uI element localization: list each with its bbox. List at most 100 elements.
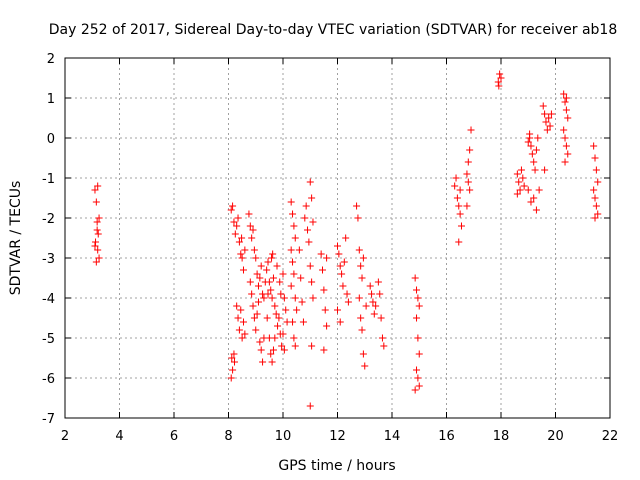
- data-point: [293, 306, 301, 314]
- data-point: [562, 142, 570, 150]
- grid-lines: [65, 58, 610, 418]
- data-point: [308, 342, 316, 350]
- data-point: [305, 238, 313, 246]
- data-point: [530, 194, 538, 202]
- x-tick-label: 4: [115, 429, 123, 444]
- data-point: [233, 302, 241, 310]
- data-point: [590, 186, 598, 194]
- data-point: [227, 374, 235, 382]
- data-point: [254, 298, 262, 306]
- data-point: [275, 314, 283, 322]
- data-point: [279, 330, 287, 338]
- data-point: [92, 258, 100, 266]
- y-tick-label: 1: [47, 92, 55, 107]
- data-point: [541, 166, 549, 174]
- data-point: [278, 342, 286, 350]
- data-point: [280, 346, 288, 354]
- data-point: [250, 246, 258, 254]
- data-point: [254, 282, 262, 290]
- data-point: [541, 110, 549, 118]
- y-tick-label: -5: [42, 332, 55, 347]
- data-point: [357, 314, 365, 322]
- x-tick-label: 20: [547, 429, 564, 444]
- data-point: [265, 278, 273, 286]
- data-point: [336, 262, 344, 270]
- y-tick-label: -2: [42, 212, 55, 227]
- data-point: [377, 314, 385, 322]
- data-point: [353, 202, 361, 210]
- data-point: [561, 158, 569, 166]
- y-tick-label: -3: [42, 252, 55, 267]
- data-point: [297, 274, 305, 282]
- data-point: [466, 146, 474, 154]
- data-point: [239, 318, 247, 326]
- data-point: [464, 178, 472, 186]
- data-point: [272, 310, 280, 318]
- data-point: [543, 126, 551, 134]
- data-point: [249, 226, 257, 234]
- data-point: [592, 166, 600, 174]
- data-point: [413, 314, 421, 322]
- data-point: [320, 286, 328, 294]
- data-point: [495, 82, 503, 90]
- data-point: [279, 270, 287, 278]
- x-tick-label: 14: [384, 429, 401, 444]
- data-point: [562, 106, 570, 114]
- data-point: [369, 298, 377, 306]
- data-point: [532, 146, 540, 154]
- data-point: [358, 326, 366, 334]
- data-point: [463, 170, 471, 178]
- data-point: [237, 250, 245, 258]
- data-point: [376, 290, 384, 298]
- data-point: [271, 302, 279, 310]
- data-point: [248, 290, 256, 298]
- data-point: [235, 238, 243, 246]
- data-point: [257, 346, 265, 354]
- data-point: [273, 262, 281, 270]
- data-point: [359, 254, 367, 262]
- data-point: [308, 278, 316, 286]
- data-point: [264, 258, 272, 266]
- data-point: [340, 258, 348, 266]
- data-point: [414, 334, 422, 342]
- data-point: [361, 362, 369, 370]
- data-point: [413, 366, 421, 374]
- data-point: [591, 214, 599, 222]
- data-point: [287, 198, 295, 206]
- data-point: [374, 278, 382, 286]
- y-tick-label: -7: [42, 412, 55, 427]
- data-point: [295, 246, 303, 254]
- data-point: [228, 354, 236, 362]
- data-point: [256, 274, 264, 282]
- data-point: [277, 290, 285, 298]
- chart-title: Day 252 of 2017, Sidereal Day-to-day VTE…: [49, 22, 618, 38]
- x-tick-label: 18: [493, 429, 510, 444]
- data-point: [298, 298, 306, 306]
- data-point: [515, 178, 523, 186]
- data-point: [546, 122, 554, 130]
- data-point: [592, 202, 600, 210]
- data-point: [526, 130, 534, 138]
- data-point: [467, 126, 475, 134]
- data-point: [358, 274, 366, 282]
- data-point: [248, 234, 256, 242]
- y-tick-label: -1: [42, 172, 55, 187]
- data-point: [545, 114, 553, 122]
- data-point: [241, 330, 249, 338]
- data-point: [246, 222, 254, 230]
- data-point: [309, 218, 317, 226]
- data-point: [268, 358, 276, 366]
- data-point: [463, 202, 471, 210]
- data-point: [368, 290, 376, 298]
- data-point: [591, 194, 599, 202]
- data-point: [378, 334, 386, 342]
- data-point: [93, 218, 101, 226]
- data-point: [455, 202, 463, 210]
- data-point: [94, 182, 102, 190]
- data-point: [241, 246, 249, 254]
- data-point: [269, 274, 277, 282]
- data-point: [334, 306, 341, 314]
- data-point: [338, 270, 346, 278]
- plot-frame: [64, 57, 611, 419]
